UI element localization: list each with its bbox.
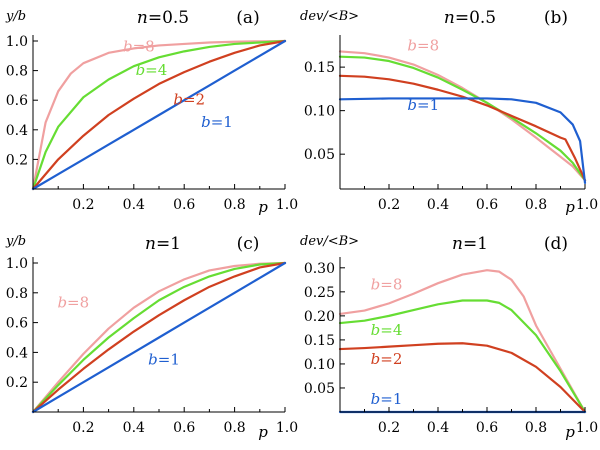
y-tick-label-c: 0.2 — [6, 375, 28, 391]
y-axis-title-b: dev/<B> — [300, 9, 359, 24]
series-line-a-b-1 — [31, 39, 287, 191]
panel-a: 0.2 0.4 0.6 0.8 1.0 0.2 0.4 0.6 0.8 1.0 p y/b n=0.5 (… — [5, 8, 298, 216]
y-tick-label-a: 1.0 — [6, 34, 28, 50]
series-line-c-b-4 — [31, 261, 287, 414]
x-tick-label-d: 1.0 — [576, 420, 598, 436]
series-line-d-b-4 — [338, 299, 587, 414]
x-axis-title-c: p — [258, 423, 268, 441]
series-line-a-b-8 — [31, 39, 287, 191]
y-tick-label-a: 0.6 — [6, 93, 28, 109]
x-tick-label-a: 0.6 — [173, 197, 195, 213]
y-tick-label-d: 0.05 — [304, 381, 335, 397]
series-line-b-b-4 — [338, 55, 587, 182]
series-line-b-b-2 — [338, 74, 587, 182]
series-label-a-b-1: b=1 — [201, 113, 233, 131]
series-label-d-b-2: b=2 — [371, 350, 403, 368]
x-tick-label-d: 0.2 — [378, 420, 400, 436]
y-axis-title-c: y/b — [5, 234, 26, 249]
series-line-d-b-8 — [338, 269, 587, 414]
y-tick-label-c: 0.4 — [6, 345, 28, 361]
parameter-label-d: n=1 — [452, 234, 488, 254]
x-axis-title-b: p — [565, 198, 575, 216]
panel-label-c: (c) — [237, 234, 260, 254]
panel-label-b: (b) — [544, 8, 568, 28]
series-label-a-b-4: b=4 — [136, 61, 168, 79]
y-tick-label-a: 0.4 — [6, 123, 28, 139]
panel-label-d: (d) — [544, 234, 568, 254]
y-tick-label-a: 0.2 — [6, 152, 28, 168]
series-line-b-b-8 — [338, 50, 587, 182]
x-axis-title-a: p — [258, 198, 268, 216]
y-tick-label-d: 0.10 — [304, 357, 335, 373]
x-tick-label-a: 0.4 — [123, 197, 145, 213]
x-tick-label-d: 0.6 — [476, 420, 498, 436]
x-tick-label-b: 0.2 — [378, 197, 400, 213]
y-tick-label-d: 0.25 — [304, 285, 335, 301]
y-tick-label-a: 0.8 — [6, 64, 28, 80]
y-tick-label-b: 0.05 — [304, 147, 335, 163]
panel-d: 0.2 0.4 0.6 0.8 1.0 0.05 0.10 0.15 0.20 0.25 0.30 p… — [300, 234, 598, 441]
y-tick-label-b: 0.10 — [304, 104, 335, 120]
y-tick-label-b: 0.15 — [304, 60, 335, 76]
y-axis-title-d: dev/<B> — [300, 234, 359, 249]
series-line-c-b-2 — [31, 261, 287, 414]
x-axis-title-d: p — [565, 423, 575, 441]
y-axis-title-a: y/b — [5, 9, 26, 24]
panel-c: 0.2 0.4 0.6 0.8 1.0 0.2 0.4 0.6 0.8 1.0 p y/b n=1 (c)… — [5, 234, 298, 441]
x-tick-label-a: 0.2 — [72, 197, 94, 213]
series-line-c-b-1 — [31, 261, 287, 414]
x-tick-label-c: 0.4 — [123, 420, 145, 436]
series-label-b-b-8: b=8 — [407, 37, 439, 55]
x-tick-label-a: 1.0 — [276, 197, 298, 213]
series-line-c-b-8 — [31, 261, 287, 414]
series-label-c-b-8: b=8 — [57, 294, 89, 312]
series-line-d-b-2 — [338, 342, 587, 414]
series-line-a-b-2 — [31, 39, 287, 191]
series-line-b-b-1 — [338, 97, 587, 185]
x-tick-label-b: 0.4 — [427, 197, 449, 213]
x-tick-label-c: 0.6 — [173, 420, 195, 436]
parameter-label-c: n=1 — [145, 234, 181, 254]
y-tick-label-c: 0.6 — [6, 316, 28, 332]
x-tick-label-d: 0.4 — [427, 420, 449, 436]
x-tick-label-c: 0.8 — [223, 420, 245, 436]
series-label-d-b-8: b=8 — [371, 275, 403, 293]
x-tick-label-b: 1.0 — [576, 197, 598, 213]
y-tick-label-c: 0.8 — [6, 286, 28, 302]
x-tick-label-a: 0.8 — [223, 197, 245, 213]
series-line-a-b-4 — [31, 39, 287, 191]
y-tick-label-d: 0.15 — [304, 333, 335, 349]
y-tick-label-d: 0.20 — [304, 309, 335, 325]
series-label-c-b-1: b=1 — [148, 350, 180, 368]
x-tick-label-b: 0.6 — [476, 197, 498, 213]
y-tick-label-d: 0.30 — [304, 261, 335, 277]
series-label-b-b-1: b=1 — [407, 96, 439, 114]
series-label-d-b-4: b=4 — [371, 321, 403, 339]
series-label-a-b-8: b=8 — [123, 37, 155, 55]
x-tick-label-d: 0.8 — [525, 420, 547, 436]
parameter-label-b: n=0.5 — [444, 8, 496, 28]
x-tick-label-c: 0.2 — [72, 420, 94, 436]
series-label-d-b-1: b=1 — [371, 390, 403, 408]
panel-b: 0.2 0.4 0.6 0.8 1.0 0.05 0.10 0.15 p dev/<B> n=0.5… — [300, 8, 598, 216]
x-tick-label-c: 1.0 — [276, 420, 298, 436]
x-tick-label-b: 0.8 — [525, 197, 547, 213]
panel-label-a: (a) — [236, 8, 259, 28]
y-tick-label-c: 1.0 — [6, 256, 28, 272]
series-label-a-b-2: b=2 — [173, 91, 205, 109]
parameter-label-a: n=0.5 — [137, 8, 189, 28]
